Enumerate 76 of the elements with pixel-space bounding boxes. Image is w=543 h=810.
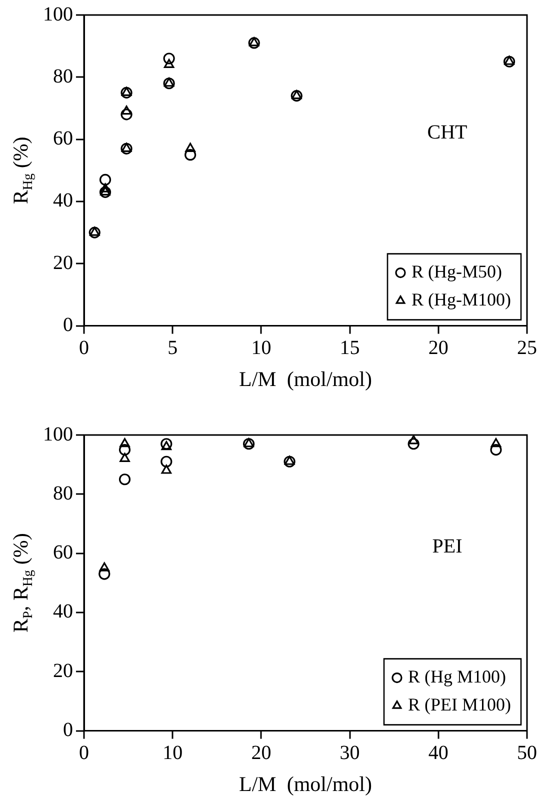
legend-label: R (Hg-M50) — [412, 262, 502, 282]
point — [120, 108, 132, 120]
point — [244, 438, 254, 448]
x-axis-title: L/M (mol/mol) — [239, 366, 372, 391]
point — [160, 438, 172, 450]
point — [99, 186, 112, 198]
point — [120, 142, 132, 154]
x-tick-label: 5 — [168, 337, 178, 360]
point — [292, 90, 302, 100]
point — [99, 174, 112, 186]
point — [185, 142, 196, 152]
point — [284, 456, 296, 468]
x-tick-label: 10 — [251, 337, 272, 360]
point — [98, 568, 110, 580]
point — [164, 58, 174, 68]
x-tick-label: 30 — [340, 742, 360, 764]
x-tick-label: 0 — [79, 742, 89, 764]
x-tick-label: 15 — [340, 337, 360, 360]
point — [118, 444, 131, 456]
y-tick-label: 20 — [53, 252, 73, 274]
point — [88, 226, 100, 238]
point — [408, 438, 420, 450]
y-tick-label: 20 — [53, 660, 73, 682]
y-tick-label: 80 — [53, 65, 73, 88]
point — [503, 56, 516, 68]
point — [242, 438, 255, 450]
point — [99, 562, 110, 572]
y-tick-label: 80 — [53, 482, 73, 504]
y-tick-label: 0 — [63, 719, 73, 742]
x-tick-label: 50 — [517, 742, 537, 764]
y-tick-label: 60 — [53, 542, 73, 564]
point — [161, 464, 172, 474]
y-tick-label: 40 — [53, 190, 73, 212]
x-axis-title: L/M (mol/mol) — [239, 772, 372, 796]
point — [120, 452, 130, 462]
point — [120, 86, 132, 98]
x-tick-label: 0 — [79, 337, 89, 360]
point — [161, 441, 172, 450]
x-tick-label: 25 — [517, 337, 537, 360]
annotation: CHT — [427, 121, 468, 144]
x-tick-label: 40 — [428, 742, 448, 764]
point — [121, 86, 132, 96]
point — [490, 438, 502, 448]
point — [504, 56, 514, 65]
point — [120, 438, 130, 448]
point — [248, 37, 260, 46]
y-axis-title: RHg (%) — [8, 136, 35, 204]
point — [184, 149, 196, 161]
y-tick-label: 0 — [63, 314, 73, 336]
x-tick-label: 10 — [162, 742, 183, 764]
point — [408, 435, 419, 444]
point — [121, 142, 132, 152]
point — [284, 456, 295, 465]
y-tick-label: 100 — [43, 3, 73, 26]
point — [248, 37, 260, 49]
point — [163, 52, 175, 64]
legend-label: R (Hg M100) — [408, 666, 506, 687]
point — [121, 106, 132, 115]
point — [90, 226, 100, 236]
x-tick-label: 20 — [251, 742, 272, 764]
legend-label: R (PEI M100) — [408, 694, 512, 715]
point — [100, 183, 110, 192]
point — [290, 90, 302, 102]
point — [164, 78, 174, 87]
point — [118, 474, 131, 486]
annotation: PEI — [432, 536, 462, 558]
legend-label: R (Hg-M100) — [412, 290, 512, 310]
y-tick-label: 60 — [53, 128, 73, 150]
point — [490, 444, 502, 456]
point — [163, 78, 175, 90]
point — [160, 456, 172, 468]
y-tick-label: 40 — [53, 600, 73, 623]
x-tick-label: 20 — [428, 337, 448, 360]
y-axis-title: RP, RHg (%) — [8, 533, 35, 633]
point — [100, 186, 110, 196]
y-tick-label: 100 — [43, 423, 73, 446]
